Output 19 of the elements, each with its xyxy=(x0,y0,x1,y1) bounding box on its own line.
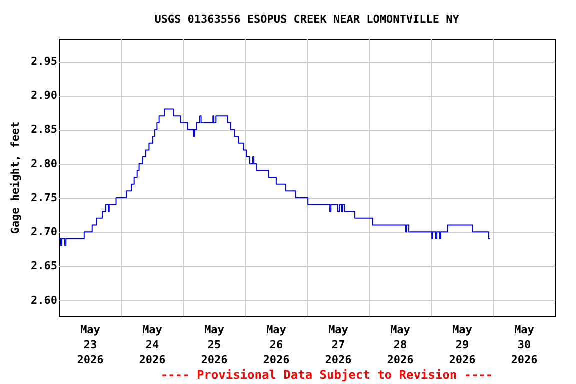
y-tick-label: 2.60 xyxy=(31,294,58,307)
x-tick-label: May 28 2026 xyxy=(387,324,414,366)
y-tick-label: 2.95 xyxy=(31,55,58,68)
x-tick-label: May 29 2026 xyxy=(449,324,476,366)
x-tick-label: May 24 2026 xyxy=(139,324,166,366)
text: ---- Provisional Data Subject to Revision ---- xyxy=(160,368,494,382)
y-axis-title: Gage height, feet xyxy=(9,122,22,234)
x-tick-label: May 30 2026 xyxy=(511,324,538,366)
x-tick-label: May 23 2026 xyxy=(77,324,104,366)
y-tick-label: 2.80 xyxy=(31,157,58,170)
x-tick-label: May 25 2026 xyxy=(201,324,228,366)
y-tick-label: 2.85 xyxy=(31,123,58,136)
x-tick-label: May 26 2026 xyxy=(263,324,290,366)
y-tick-label: 2.70 xyxy=(31,226,58,239)
chart-title: USGS 01363556 ESOPUS CREEK NEAR LOMONTVILLE NY xyxy=(154,13,460,26)
y-tick-label: 2.75 xyxy=(31,191,58,204)
y-tick-label: 2.90 xyxy=(31,89,58,102)
x-tick-label: May 27 2026 xyxy=(325,324,352,366)
y-tick-label: 2.65 xyxy=(31,260,58,273)
